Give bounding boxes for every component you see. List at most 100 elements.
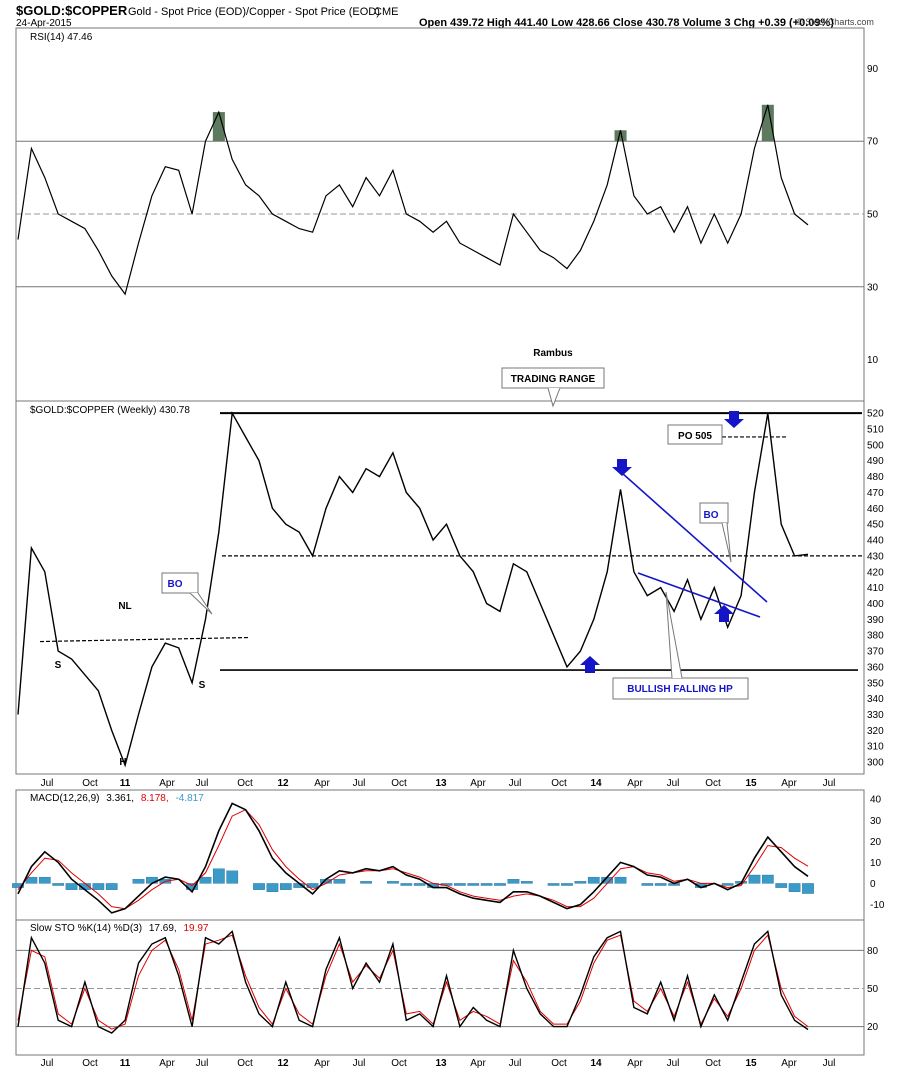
rsi-ticks: 90 70 50 30 10	[867, 64, 879, 366]
x-axis-label: Oct	[237, 778, 253, 789]
x-axis-label: Oct	[551, 778, 567, 789]
x-axis-label: Apr	[470, 778, 486, 789]
rsi-tick-label: 50	[867, 210, 879, 221]
x-axis-label: Jul	[667, 778, 680, 789]
falling-support-line	[637, 572, 761, 618]
macd-hist-bar	[561, 883, 573, 886]
macd-label: MACD(12,26,9)	[30, 793, 99, 804]
price-tick-label: 400	[867, 599, 884, 610]
rsi-line	[17, 104, 809, 296]
price-tick-label: 510	[867, 425, 884, 436]
price-tick-label: 460	[867, 504, 884, 515]
price-tick-label: 500	[867, 440, 884, 451]
x-axis-label: Oct	[391, 778, 407, 789]
macd-hist-bar	[454, 883, 466, 886]
x-axis-label: 13	[435, 1058, 447, 1069]
price-tick-label: 330	[867, 710, 884, 721]
x-axis-label: 13	[435, 778, 447, 789]
macd-tick-label: 10	[870, 858, 882, 869]
sto-k-line	[17, 930, 809, 1034]
macd-hist-bar	[507, 879, 520, 884]
price-tick-label: 340	[867, 694, 884, 705]
sto-label: Slow STO %K(14) %D(3)	[30, 923, 142, 934]
trading-range-pointer	[547, 387, 561, 408]
head-label: H	[119, 757, 126, 768]
x-axis-label: 12	[277, 1058, 289, 1069]
bo-left-pointer	[189, 592, 213, 615]
x-axis-label: Apr	[314, 778, 330, 789]
price-tick-label: 370	[867, 647, 884, 658]
po-label: PO 505	[678, 431, 712, 442]
x-axis-label: Apr	[470, 1058, 486, 1069]
x-axis-label: 12	[277, 778, 289, 789]
macd-hist-bar	[413, 883, 426, 886]
x-axis-label: Apr	[159, 778, 175, 789]
price-tick-label: 490	[867, 456, 884, 467]
sto-tick-label: 20	[867, 1022, 879, 1033]
macd-value: 3.361,	[106, 793, 134, 804]
sto-label-group: Slow STO %K(14) %D(3) 17.69, 19.97	[30, 923, 209, 934]
rsi-tick-label: 10	[867, 355, 879, 366]
macd-hist-bar	[587, 876, 600, 884]
rambus-watermark: Rambus	[533, 348, 573, 359]
rsi-panel: RSI(14) 47.46 Rambus 90 70 50 30 10	[30, 32, 879, 366]
price-tick-label: 320	[867, 726, 884, 737]
bo-right-pointer	[721, 522, 732, 563]
price-panel: $GOLD:$COPPER (Weekly) 430.78 520 510 500 4…	[30, 405, 884, 769]
x-axis-label: Jul	[509, 778, 522, 789]
macd-hist-bar	[761, 874, 774, 884]
macd-hist-bar	[52, 883, 65, 886]
arrow-up-icon	[714, 605, 734, 622]
exchange-label: CME	[374, 6, 398, 18]
macd-hist-bar	[333, 879, 346, 884]
macd-hist-bar	[654, 883, 667, 886]
x-axis-label: Oct	[237, 1058, 253, 1069]
neckline	[39, 636, 249, 643]
x-axis-label: Apr	[627, 778, 643, 789]
x-axis-top: Jul Oct 11 Apr Jul Oct 12 Apr Jul Oct 13 Apr Jul Oct 1…	[41, 778, 836, 789]
x-axis-label: Oct	[705, 778, 721, 789]
macd-hist-bar	[520, 881, 533, 884]
neckline-label: NL	[118, 601, 131, 612]
annotations: TRADING RANGE PO 505 BO BO NL S S H BULL…	[55, 367, 768, 768]
sto-tick-label: 80	[867, 946, 879, 957]
x-axis-label: 11	[120, 778, 131, 789]
macd-hist-bar	[641, 883, 654, 886]
bullish-label: BULLISH FALLING HP	[627, 684, 733, 695]
x-axis-label: Jul	[353, 1058, 366, 1069]
x-axis-label: Oct	[82, 1058, 98, 1069]
price-ticks: 520 510 500 490 480 470 460 450 440 430 420 410 400 3…	[867, 409, 884, 769]
x-axis-label: Jul	[41, 778, 54, 789]
macd-hist-bar	[547, 883, 560, 886]
chart-header: $GOLD:$COPPER Gold - Spot Price (EOD)/Co…	[16, 3, 874, 29]
rsi-tick-label: 70	[867, 137, 879, 148]
macd-hist-bar	[400, 883, 413, 886]
x-axis-label: Oct	[82, 778, 98, 789]
macd-hist-bar	[213, 868, 225, 884]
arrow-up-icon	[580, 656, 600, 673]
left-shoulder-label: S	[55, 660, 62, 671]
macd-hist-bar	[775, 883, 788, 888]
sto-panel-frame	[15, 919, 865, 1056]
macd-hist-bar	[360, 881, 372, 884]
price-tick-label: 420	[867, 567, 884, 578]
price-tick-label: 360	[867, 662, 884, 673]
x-axis-label: Jul	[196, 778, 209, 789]
macd-tick-label: 0	[870, 879, 876, 890]
x-axis-label: Jul	[353, 778, 366, 789]
x-axis-label: Oct	[551, 1058, 567, 1069]
macd-signal-line	[17, 809, 809, 910]
sto-ticks: 80 50 20	[867, 946, 879, 1033]
macd-tick-label: -10	[870, 900, 885, 911]
price-tick-label: 350	[867, 678, 884, 689]
falling-resistance-line	[621, 472, 768, 603]
macd-hist-bar	[387, 881, 399, 884]
macd-tick-label: 30	[870, 816, 882, 827]
price-tick-label: 390	[867, 615, 884, 626]
macd-hist-bar	[480, 883, 493, 886]
rsi-tick-label: 90	[867, 64, 879, 75]
bo-left-box	[161, 572, 199, 594]
panel-frames	[15, 27, 865, 1056]
bo-left-label: BO	[168, 579, 183, 590]
